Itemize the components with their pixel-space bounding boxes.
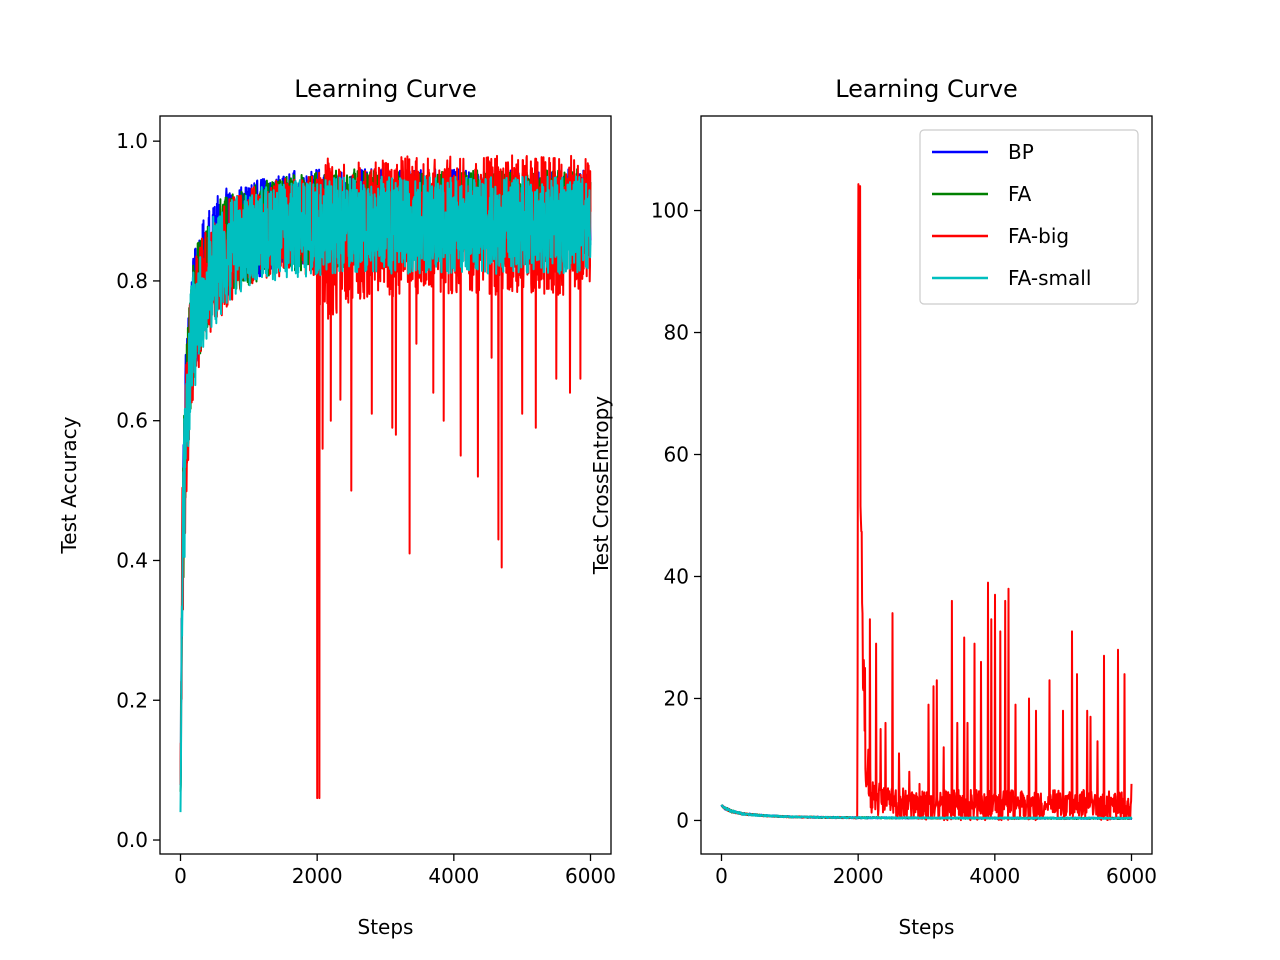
legend-label-bp: BP	[1008, 140, 1034, 164]
legend: BP FA FA-big FA-small	[919, 129, 1139, 305]
accuracy-y-tick-label: 1.0	[116, 129, 148, 153]
legend-label-fa-big: FA-big	[1008, 224, 1069, 248]
accuracy-y-tick-label: 0.0	[116, 828, 148, 852]
accuracy-chart-title: Learning Curve	[294, 75, 477, 103]
crossentropy-axis-ticks: 0 2000 4000 6000 0 20 40 60 80 100	[651, 199, 1157, 888]
accuracy-x-tick-label: 0	[174, 864, 187, 888]
legend-item-bp: BP	[932, 140, 1034, 164]
accuracy-y-tick-label: 0.6	[116, 409, 148, 433]
accuracy-series-lines	[179, 154, 592, 813]
accuracy-plot-frame	[159, 115, 612, 855]
crossentropy-y-tick-label: 20	[664, 686, 689, 710]
crossentropy-y-tick-label: 60	[664, 443, 689, 467]
legend-box	[919, 129, 1139, 305]
legend-item-fa-big: FA-big	[932, 224, 1069, 248]
crossentropy-x-tick-label: 2000	[833, 864, 884, 888]
legend-item-fa: FA	[932, 182, 1032, 206]
crossentropy-y-tick-label: 40	[664, 564, 689, 588]
accuracy-series-fa-small-line	[179, 175, 592, 813]
accuracy-x-tick-label: 2000	[292, 864, 343, 888]
legend-label-fa: FA	[1008, 182, 1032, 206]
crossentropy-chart: Learning Curve Steps Test CrossEntropy 0…	[589, 75, 1157, 939]
crossentropy-x-tick-label: 6000	[1106, 864, 1157, 888]
accuracy-x-tick-label: 4000	[428, 864, 479, 888]
accuracy-y-axis-label: Test Accuracy	[57, 416, 81, 554]
crossentropy-x-tick-label: 4000	[969, 864, 1020, 888]
crossentropy-series-lines	[720, 183, 1133, 822]
accuracy-y-tick-label: 0.8	[116, 269, 148, 293]
accuracy-axis-ticks: 0 2000 4000 6000 0.0 0.2 0.4 0.6 0.8 1.0	[116, 129, 616, 888]
crossentropy-y-tick-label: 100	[651, 199, 689, 223]
legend-item-fa-small: FA-small	[932, 266, 1091, 290]
crossentropy-chart-title: Learning Curve	[835, 75, 1018, 103]
accuracy-chart: Learning Curve Steps Test Accuracy 0 2000…	[57, 75, 616, 939]
crossentropy-x-axis-label: Steps	[899, 915, 955, 939]
crossentropy-series-fa-small-line	[720, 804, 1133, 820]
accuracy-y-tick-label: 0.2	[116, 688, 148, 712]
accuracy-x-tick-label: 6000	[565, 864, 616, 888]
crossentropy-y-tick-label: 0	[676, 808, 689, 832]
accuracy-x-axis-label: Steps	[358, 915, 414, 939]
crossentropy-y-axis-label: Test CrossEntropy	[589, 396, 613, 575]
crossentropy-plot-frame	[700, 115, 1153, 855]
crossentropy-y-tick-label: 80	[664, 321, 689, 345]
crossentropy-x-tick-label: 0	[715, 864, 728, 888]
accuracy-y-tick-label: 0.4	[116, 548, 148, 572]
legend-label-fa-small: FA-small	[1008, 266, 1091, 290]
